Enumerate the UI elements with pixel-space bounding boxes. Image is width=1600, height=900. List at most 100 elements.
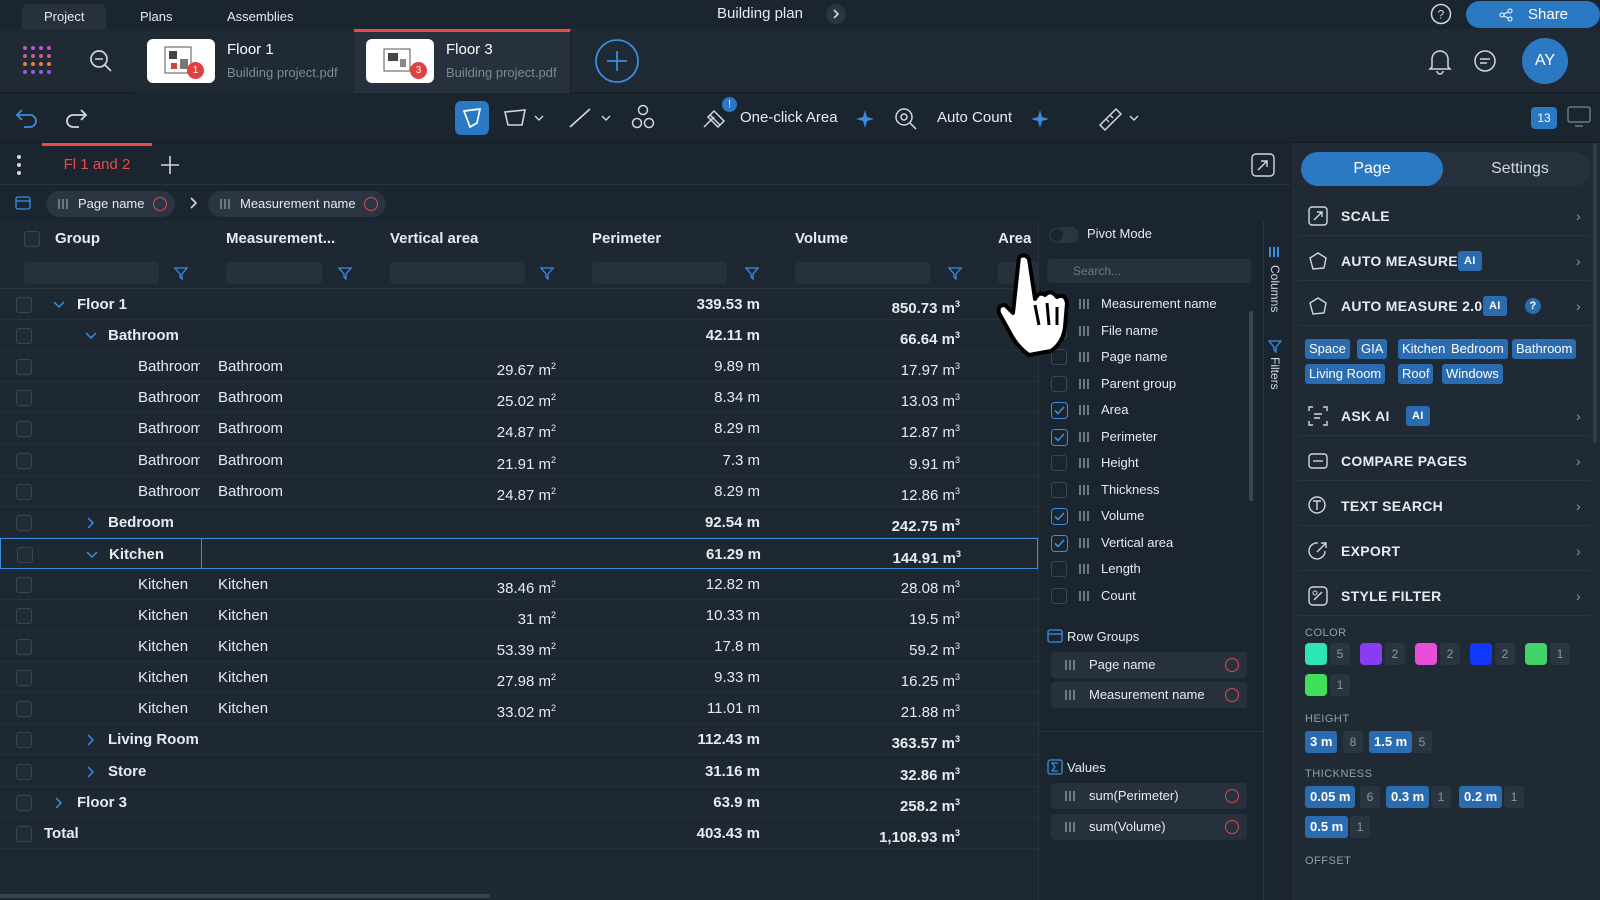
filter-funnel-icon[interactable] [745, 266, 759, 280]
filter-funnel-icon[interactable] [174, 266, 188, 280]
columns-tab[interactable] [1269, 247, 1281, 257]
color-swatch[interactable] [1470, 643, 1492, 665]
share-button[interactable]: Share [1466, 1, 1600, 28]
checkbox[interactable] [1051, 481, 1067, 498]
table-row[interactable]: Kitchen Kitchen 38.46 m2 12.82 m 28.08 m3 [0, 569, 1038, 600]
row-checkbox[interactable] [16, 732, 32, 749]
pivot-mode-toggle[interactable] [1049, 227, 1079, 243]
auto-measure-item[interactable]: AUTO MEASURE AI › [1299, 241, 1591, 281]
measurement-tag[interactable]: Bedroom [1447, 339, 1508, 359]
chevron-right-icon[interactable] [826, 4, 846, 24]
column-search-input[interactable]: Search... [1047, 259, 1251, 283]
notification-bell-icon[interactable] [1427, 47, 1453, 75]
row-checkbox[interactable] [16, 514, 32, 531]
table-row[interactable]: Kitchen Kitchen 53.39 m2 17.8 m 59.2 m3 [0, 631, 1038, 663]
filter-funnel-icon[interactable] [540, 266, 554, 280]
checkbox-checked-icon[interactable] [1051, 428, 1068, 446]
row-group-pill[interactable]: Measurement name [1051, 682, 1247, 708]
measurement-tag[interactable]: Bathroom [1512, 339, 1577, 359]
panel-tab-settings[interactable]: Settings [1491, 160, 1549, 177]
nav-tab-assemblies[interactable]: Assemblies [227, 9, 294, 24]
filter-input-group[interactable] [24, 262, 159, 284]
row-checkbox[interactable] [16, 297, 32, 313]
monitor-icon[interactable] [1566, 105, 1592, 129]
more-vertical-icon[interactable] [14, 153, 24, 177]
group-row[interactable]: Bedroom 92.54 m 242.75 m3 [0, 507, 1038, 538]
height-value[interactable]: 3 m [1305, 731, 1338, 753]
remove-circle-icon[interactable] [363, 197, 378, 211]
chevron-right-icon[interactable] [84, 733, 98, 747]
redo-icon[interactable] [63, 106, 89, 130]
column-list-scrollbar[interactable] [1249, 311, 1253, 501]
checkbox[interactable] [1051, 375, 1067, 392]
row-checkbox[interactable] [16, 483, 32, 500]
filter-input-vertical-area[interactable] [390, 262, 525, 284]
row-checkbox[interactable] [17, 546, 33, 563]
filters-tab[interactable] [1268, 339, 1282, 353]
compare-pages-item[interactable]: COMPARE PAGES › [1299, 441, 1591, 481]
row-checkbox[interactable] [16, 452, 32, 469]
nav-tab-project[interactable]: Project [22, 4, 107, 29]
row-checkbox[interactable] [16, 763, 32, 780]
expand-panel-icon[interactable] [1250, 152, 1276, 178]
row-checkbox[interactable] [16, 701, 32, 718]
filter-funnel-icon[interactable] [338, 266, 352, 280]
filter-input-perimeter[interactable] [592, 262, 727, 284]
help-icon[interactable]: ? [1525, 298, 1541, 314]
row-checkbox[interactable] [16, 421, 32, 438]
color-swatch[interactable] [1305, 643, 1327, 665]
column-item[interactable]: Thickness [1047, 477, 1247, 503]
header-group[interactable]: Group [55, 230, 100, 247]
table-row[interactable]: Kitchen Kitchen 33.02 m2 11.01 m 21.88 m3 [0, 693, 1038, 725]
file-tab-floor-3[interactable]: 3 Floor 3 Building project.pdf [354, 29, 571, 93]
checkbox[interactable] [1051, 587, 1067, 604]
header-area[interactable]: Area [998, 230, 1032, 247]
columns-tab-label[interactable]: Columns [1268, 265, 1282, 313]
text-search-item[interactable]: TEXT SEARCH › [1299, 486, 1591, 526]
table-row[interactable]: Bathroom Bathroom 25.02 m2 8.34 m 13.03 m3 [0, 382, 1038, 414]
remove-circle-icon[interactable] [1225, 789, 1239, 803]
group-row[interactable]: Kitchen 61.29 m 144.91 m3 [0, 537, 1038, 569]
chevron-down-icon[interactable] [84, 329, 98, 343]
total-row[interactable]: Total 403.43 m 1,108.93 m3 [0, 818, 1038, 849]
count-tool[interactable] [626, 101, 660, 135]
measurement-tag[interactable]: Windows [1442, 364, 1503, 384]
user-avatar[interactable]: AY [1522, 38, 1568, 84]
measurement-tag[interactable]: Living Room [1305, 364, 1386, 384]
checkbox-checked-icon[interactable] [1051, 402, 1068, 419]
row-checkbox[interactable] [16, 608, 32, 624]
line-tool[interactable] [562, 101, 620, 135]
column-item[interactable]: File name [1047, 318, 1247, 344]
thickness-value[interactable]: 0.05 m [1305, 786, 1356, 808]
table-row[interactable]: Kitchen Kitchen 27.98 m2 9.33 m 16.25 m3 [0, 662, 1038, 694]
measurement-tag[interactable]: GIA [1357, 339, 1388, 359]
style-filter-item[interactable]: STYLE FILTER › [1299, 576, 1591, 616]
value-pill[interactable]: sum(Volume) [1051, 814, 1247, 840]
auto-count-button[interactable]: Auto Count [889, 101, 1057, 135]
row-group-pill[interactable]: Page name [1051, 652, 1247, 678]
value-pill[interactable]: sum(Perimeter) [1051, 783, 1247, 809]
panel-scrollbar[interactable] [1593, 143, 1597, 443]
help-icon[interactable]: ? [1430, 3, 1452, 25]
column-item[interactable]: Vertical area [1047, 530, 1247, 556]
panel-tab-page[interactable]: Page [1301, 152, 1443, 186]
group-row[interactable]: Bathroom 42.11 m 66.64 m3 [0, 320, 1038, 352]
group-row[interactable]: Store 31.16 m 32.86 m3 [0, 756, 1038, 787]
table-row[interactable]: Bathroom Bathroom 24.87 m2 8.29 m 12.87 m3 [0, 413, 1038, 445]
filter-input-volume[interactable] [795, 262, 930, 284]
export-item[interactable]: EXPORT › [1299, 531, 1591, 571]
zoom-search-icon[interactable] [88, 48, 114, 74]
column-item[interactable]: Height [1047, 450, 1247, 476]
filter-input-measurement[interactable] [226, 262, 322, 284]
table-row[interactable]: Bathroom Bathroom 21.91 m2 7.3 m 9.91 m3 [0, 445, 1038, 476]
row-checkbox[interactable] [16, 390, 32, 407]
chevron-right-icon[interactable] [84, 516, 98, 530]
header-measurement[interactable]: Measurement... [226, 230, 336, 247]
column-item[interactable]: Area [1047, 397, 1247, 423]
table-row[interactable]: Kitchen Kitchen 31 m2 10.33 m 19.5 m3 [0, 600, 1038, 631]
group-chip-measurement-name[interactable]: Measurement name [208, 191, 386, 217]
measure-ruler-tool[interactable] [1094, 101, 1150, 135]
row-checkbox[interactable] [16, 576, 32, 593]
group-row[interactable]: Floor 3 63.9 m 258.2 m3 [0, 787, 1038, 818]
rectangle-tool[interactable] [497, 101, 555, 135]
